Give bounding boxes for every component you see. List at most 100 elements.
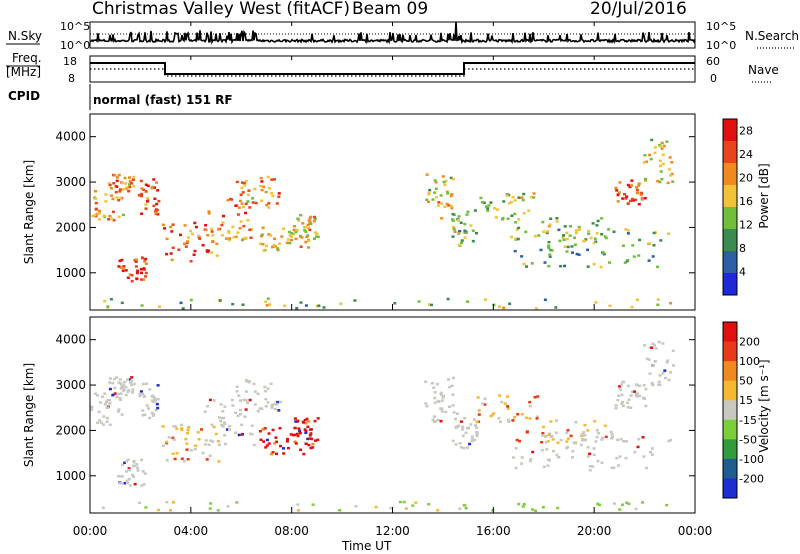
power-echo-point: [653, 146, 657, 149]
power-echo-point: [462, 231, 466, 235]
power-echo-point: [115, 196, 119, 199]
power-echo-point: [268, 303, 272, 306]
velocity-echo-point: [304, 430, 308, 433]
velocity-echo-point: [588, 469, 592, 472]
power-echo-point: [457, 219, 461, 222]
power-echo-point: [450, 193, 454, 196]
velocity-echo-point: [458, 442, 462, 445]
velocity-echo-point: [308, 434, 312, 437]
x-tick-label: 08:00: [274, 524, 309, 538]
noise-left-label: N.Sky: [8, 29, 42, 43]
power-echo-point: [227, 229, 231, 233]
power-colorbar-tick: 8: [739, 242, 746, 255]
power-echo-point: [231, 225, 235, 229]
power-echo-point: [562, 238, 566, 242]
power-echo-point: [237, 206, 241, 209]
velocity-echo-point: [425, 404, 429, 408]
velocity-echo-point: [208, 398, 212, 402]
velocity-colorbar-tick: -100: [739, 453, 764, 466]
power-echo-point: [569, 225, 572, 228]
velocity-echo-point: [588, 465, 592, 468]
power-echo-point: [239, 193, 243, 196]
velocity-echo-point: [436, 399, 440, 403]
power-echo-point: [242, 205, 245, 209]
velocity-echo-point: [667, 439, 671, 443]
velocity-echo-point: [282, 452, 286, 455]
power-echo-point: [623, 261, 627, 264]
velocity-echo-point: [481, 402, 485, 405]
velocity-echo-point: [143, 472, 147, 475]
velocity-echo-point: [226, 505, 230, 508]
velocity-echo-point: [105, 420, 109, 423]
velocity-echo-point: [265, 444, 269, 447]
velocity-echo-point: [296, 509, 300, 512]
velocity-echo-point: [216, 440, 220, 443]
power-echo-point: [513, 212, 517, 216]
power-echo-point: [113, 174, 117, 177]
velocity-echo-point: [525, 431, 529, 434]
velocity-echo-point: [595, 429, 599, 432]
power-echo-point: [482, 201, 486, 205]
velocity-echo-point: [294, 420, 298, 423]
power-echo-point: [271, 245, 274, 249]
velocity-echo-point: [475, 434, 479, 437]
velocity-echo-point: [260, 407, 264, 410]
velocity-echo-point: [263, 389, 267, 393]
velocity-echo-point: [663, 369, 667, 372]
velocity-y-tick-label: 4000: [55, 333, 86, 347]
velocity-echo-point: [411, 504, 415, 507]
velocity-echo-point: [197, 438, 201, 441]
velocity-echo-point: [132, 464, 135, 468]
velocity-echo-point: [541, 425, 545, 429]
velocity-echo-point: [642, 455, 646, 458]
velocity-echo-point: [313, 419, 317, 423]
velocity-colorbar-swatch: [723, 361, 737, 382]
power-echo-point: [169, 252, 173, 255]
velocity-echo-point: [571, 456, 574, 459]
power-echo-point: [602, 251, 606, 255]
velocity-echo-point: [622, 380, 626, 384]
velocity-echo-point: [212, 399, 216, 402]
power-echo-point: [217, 228, 221, 231]
velocity-colorbar-swatch: [723, 419, 737, 440]
velocity-echo-point: [566, 445, 570, 449]
power-echo-point: [510, 214, 514, 217]
velocity-echo-point: [306, 437, 310, 441]
power-echo-point: [103, 299, 107, 303]
power-echo-point: [207, 212, 211, 215]
velocity-echo-point: [125, 470, 128, 473]
power-echo-point: [671, 180, 675, 183]
velocity-echo-point: [557, 455, 561, 459]
velocity-echo-point: [172, 438, 176, 441]
velocity-echo-point: [601, 436, 605, 440]
power-echo-point: [242, 224, 246, 228]
power-echo-point: [510, 235, 514, 239]
velocity-echo-point: [289, 433, 293, 436]
velocity-echo-point: [151, 414, 155, 417]
power-colorbar-swatch: [723, 229, 737, 252]
velocity-echo-point: [450, 384, 454, 387]
power-echo-point: [144, 275, 148, 278]
power-echo-point: [229, 197, 232, 201]
power-echo-point: [670, 161, 674, 164]
power-echo-point: [460, 239, 464, 242]
velocity-echo-point: [180, 427, 183, 430]
power-echo-point: [210, 227, 214, 231]
power-colorbar-label: Power [dB]: [757, 163, 771, 228]
velocity-echo-point: [222, 421, 226, 424]
velocity-echo-point: [224, 442, 227, 446]
velocity-echo-point: [161, 425, 165, 428]
velocity-echo-point: [141, 382, 145, 386]
power-echo-point: [265, 304, 269, 307]
power-panel: 1000 2000 3000 4000 Slant Range [km] 4 8 12 16…: [22, 113, 771, 311]
power-echo-point: [315, 232, 319, 235]
power-echo-point: [308, 220, 312, 224]
velocity-echo-point: [277, 409, 281, 412]
velocity-echo-point: [520, 456, 524, 459]
power-echo-point: [452, 226, 455, 229]
power-echo-point: [427, 303, 431, 306]
power-echo-point: [393, 302, 397, 305]
velocity-colorbar: 200 100 50 15 -15 -50 -100 -200: [722, 321, 764, 499]
power-echo-point: [132, 185, 136, 188]
power-echo-point: [221, 221, 225, 224]
